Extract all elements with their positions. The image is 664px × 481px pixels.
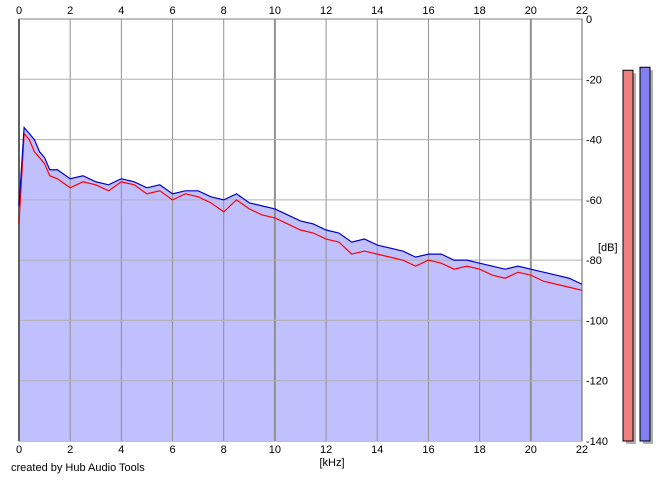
x-tick-label-top: 20 bbox=[525, 5, 537, 17]
spectrum-fill-layer bbox=[19, 127, 582, 441]
x-tick-label-top: 8 bbox=[221, 5, 227, 17]
y-tick-label: -60 bbox=[586, 195, 602, 207]
credit-text: created by Hub Audio Tools bbox=[11, 462, 145, 474]
x-axis-label: [kHz] bbox=[319, 457, 344, 469]
y-tick-label: 0 bbox=[586, 14, 592, 26]
spectrum-fill bbox=[19, 127, 582, 441]
y-tick-label: -140 bbox=[586, 436, 608, 448]
x-tick-label-bottom: 8 bbox=[221, 444, 227, 456]
x-tick-label-top: 16 bbox=[422, 5, 434, 17]
x-tick-label-top: 10 bbox=[269, 5, 281, 17]
y-tick-label: -20 bbox=[586, 74, 602, 86]
x-tick-label-bottom: 14 bbox=[371, 444, 383, 456]
x-ticks-bottom: 0 2 4 6 8 10 12 14 16 18 20 22 bbox=[16, 444, 588, 456]
x-tick-label-bottom: 2 bbox=[67, 444, 73, 456]
x-tick-label-bottom: 20 bbox=[525, 444, 537, 456]
x-tick-label-bottom: 6 bbox=[169, 444, 175, 456]
x-tick-label-bottom: 22 bbox=[576, 444, 588, 456]
series-layer bbox=[18, 125, 583, 291]
y-tick-label: -80 bbox=[586, 255, 602, 267]
x-tick-label-top: 2 bbox=[67, 5, 73, 17]
y-axis-label: [dB] bbox=[598, 242, 618, 254]
y-tick-label: -100 bbox=[586, 315, 608, 327]
level-meters bbox=[622, 66, 653, 444]
x-tick-label-bottom: 12 bbox=[320, 444, 332, 456]
x-tick-label-bottom: 10 bbox=[269, 444, 281, 456]
series-line-1 bbox=[18, 125, 583, 285]
x-tick-label-top: 4 bbox=[118, 5, 124, 17]
x-tick-label-bottom: 0 bbox=[16, 444, 22, 456]
y-ticks: 0 -20 -40 -60 -80 -100 -120 -140 bbox=[586, 14, 608, 448]
x-tick-label-top: 18 bbox=[474, 5, 486, 17]
y-tick-label: -40 bbox=[586, 135, 602, 147]
x-ticks-top: 0 2 4 6 8 10 12 14 16 18 20 22 bbox=[16, 5, 588, 17]
y-tick-label: -120 bbox=[586, 376, 608, 388]
x-tick-label-top: 14 bbox=[371, 5, 383, 17]
level-meter-left bbox=[622, 69, 634, 442]
level-meter-right bbox=[639, 66, 651, 442]
x-tick-label-bottom: 16 bbox=[422, 444, 434, 456]
x-tick-label-bottom: 4 bbox=[118, 444, 124, 456]
x-tick-label-top: 6 bbox=[169, 5, 175, 17]
x-tick-label-top: 22 bbox=[576, 5, 588, 17]
x-tick-label-bottom: 18 bbox=[474, 444, 486, 456]
x-tick-label-top: 12 bbox=[320, 5, 332, 17]
x-tick-label-top: 0 bbox=[16, 5, 22, 17]
series-line-0 bbox=[18, 132, 583, 291]
